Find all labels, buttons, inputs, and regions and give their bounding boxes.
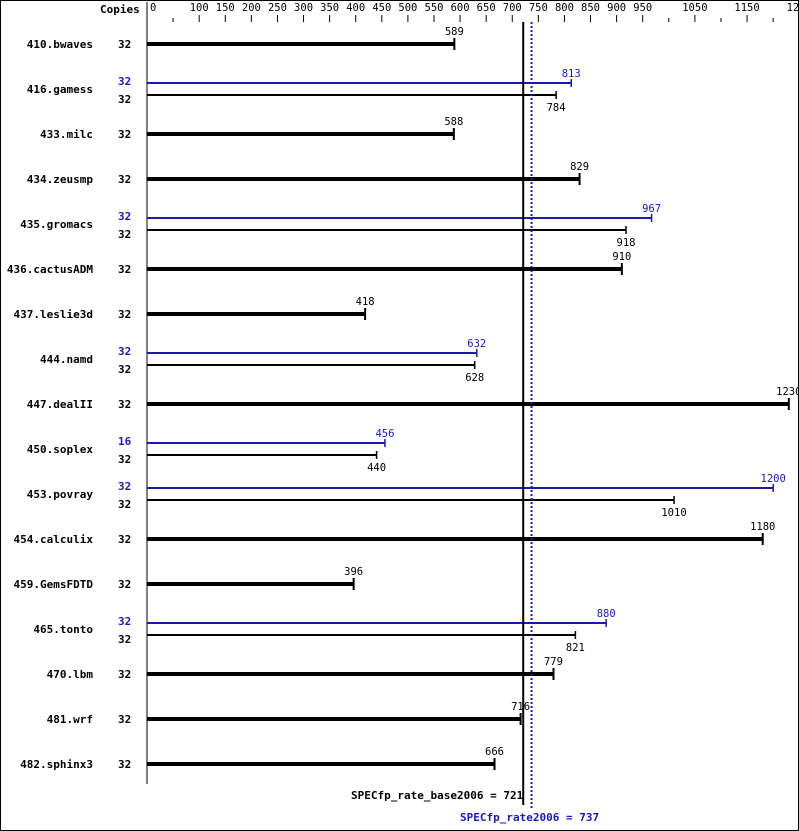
tick-label: 950 [633, 2, 652, 14]
base-metric-label: SPECfp_rate_base2006 = 721 [351, 789, 524, 802]
base-value-label: 418 [356, 296, 375, 308]
peak-value-label: 1200 [761, 473, 786, 485]
copies-header: Copies [100, 3, 140, 16]
peak-copies: 16 [118, 435, 132, 448]
base-copies: 32 [118, 93, 131, 106]
benchmark-label: 482.sphinx3 [20, 758, 93, 771]
base-copies: 32 [118, 453, 131, 466]
benchmark-label: 416.gamess [27, 83, 93, 96]
benchmark-label: 454.calculix [14, 533, 94, 546]
base-value-label: 716 [511, 701, 530, 713]
tick-label: 0 [150, 2, 156, 14]
base-copies: 32 [118, 533, 131, 546]
base-value-label: 440 [367, 462, 386, 474]
tick-label: 550 [425, 2, 444, 14]
base-value-label: 628 [465, 372, 484, 384]
tick-label: 250 [268, 2, 287, 14]
peak-copies: 32 [118, 210, 131, 223]
base-copies: 32 [118, 633, 131, 646]
base-copies: 32 [118, 498, 131, 511]
benchmark-label: 410.bwaves [27, 38, 93, 51]
benchmark-label: 447.dealII [27, 398, 93, 411]
base-value-label: 666 [485, 746, 504, 758]
base-copies: 32 [118, 263, 131, 276]
tick-label: 600 [451, 2, 470, 14]
base-copies: 32 [118, 668, 131, 681]
base-copies: 32 [118, 308, 131, 321]
tick-label: 1250 [787, 2, 799, 14]
base-value-label: 910 [612, 251, 631, 263]
tick-label: 650 [477, 2, 496, 14]
peak-value-label: 632 [467, 338, 486, 350]
tick-label: 900 [607, 2, 626, 14]
base-copies: 32 [118, 578, 131, 591]
tick-label: 1050 [682, 2, 707, 14]
tick-label: 500 [398, 2, 417, 14]
tick-label: 700 [503, 2, 522, 14]
tick-label: 800 [555, 2, 574, 14]
peak-value-label: 456 [375, 428, 394, 440]
base-copies: 32 [118, 713, 131, 726]
base-value-label: 588 [444, 116, 463, 128]
peak-value-label: 813 [562, 68, 581, 80]
benchmark-label: 437.leslie3d [14, 308, 93, 321]
base-value-label: 589 [445, 26, 464, 38]
benchmark-label: 459.GemsFDTD [14, 578, 94, 591]
peak-copies: 32 [118, 345, 131, 358]
base-value-label: 1010 [661, 507, 686, 519]
tick-label: 850 [581, 2, 600, 14]
benchmark-label: 450.soplex [27, 443, 94, 456]
peak-copies: 32 [118, 480, 131, 493]
base-value-label: 918 [617, 237, 636, 249]
tick-label: 350 [320, 2, 339, 14]
base-copies: 32 [118, 228, 131, 241]
base-copies: 32 [118, 173, 131, 186]
base-value-label: 829 [570, 161, 589, 173]
tick-label: 300 [294, 2, 313, 14]
peak-metric-label: SPECfp_rate2006 = 737 [460, 811, 599, 824]
base-value-label: 779 [544, 656, 563, 668]
tick-label: 150 [216, 2, 235, 14]
base-value-label: 784 [547, 102, 566, 114]
tick-label: 450 [372, 2, 391, 14]
benchmark-label: 434.zeusmp [27, 173, 94, 186]
benchmark-label: 444.namd [40, 353, 93, 366]
peak-copies: 32 [118, 75, 131, 88]
tick-label: 200 [242, 2, 261, 14]
benchmark-label: 436.cactusADM [7, 263, 93, 276]
base-value-label: 821 [566, 642, 585, 654]
benchmark-label: 435.gromacs [20, 218, 93, 231]
benchmark-label: 433.milc [40, 128, 93, 141]
tick-label: 100 [190, 2, 209, 14]
base-value-label: 396 [344, 566, 363, 578]
benchmark-label: 470.lbm [47, 668, 94, 681]
base-value-label: 1180 [750, 521, 775, 533]
base-value-label: 1230 [776, 386, 799, 398]
tick-label: 1150 [734, 2, 759, 14]
benchmark-label: 465.tonto [33, 623, 93, 636]
tick-label: 750 [529, 2, 548, 14]
peak-value-label: 880 [597, 608, 616, 620]
benchmark-label: 481.wrf [47, 713, 93, 726]
peak-value-label: 967 [642, 203, 661, 215]
base-copies: 32 [118, 363, 131, 376]
tick-label: 400 [346, 2, 365, 14]
base-copies: 32 [118, 128, 131, 141]
benchmark-label: 453.povray [27, 488, 94, 501]
peak-copies: 32 [118, 615, 131, 628]
base-copies: 32 [118, 38, 131, 51]
base-copies: 32 [118, 758, 131, 771]
base-copies: 32 [118, 398, 131, 411]
